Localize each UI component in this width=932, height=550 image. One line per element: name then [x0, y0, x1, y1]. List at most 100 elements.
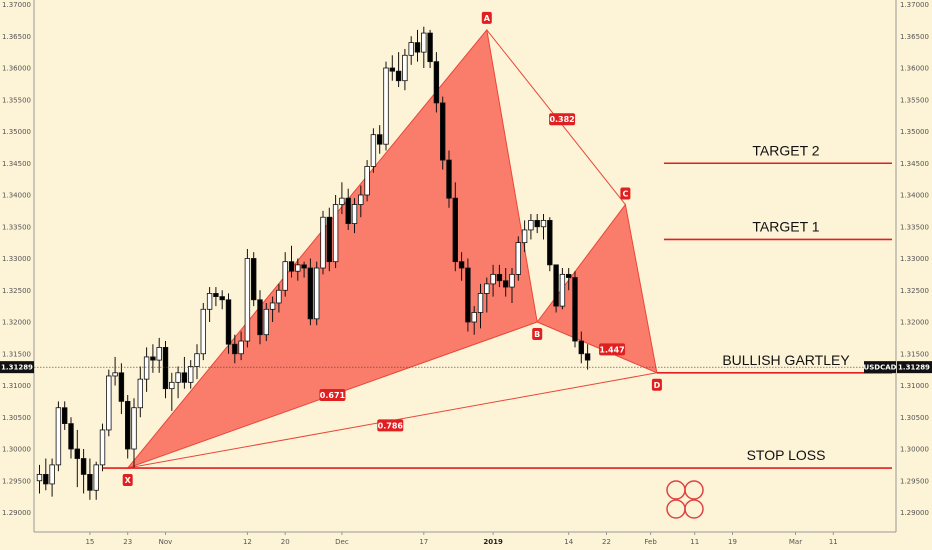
- x-tick-label: 15: [85, 538, 94, 546]
- candle-up: [559, 273, 566, 307]
- candle-down: [502, 280, 509, 288]
- ratio-label-bd: 1.447: [599, 345, 624, 354]
- candle-down: [566, 273, 572, 278]
- candle-up: [169, 381, 175, 390]
- candle-down: [458, 261, 465, 269]
- ratio-label-xb-bg: [319, 389, 346, 402]
- candle-up: [55, 407, 62, 466]
- y-tick-label-right: 1.37000: [900, 1, 929, 9]
- ratio-label-xd: 0.786: [378, 421, 404, 430]
- x-tick-label: 23: [123, 538, 132, 546]
- candle-down: [465, 267, 471, 323]
- y-tick-label-right: 1.36000: [900, 65, 929, 73]
- candle-down: [345, 197, 351, 224]
- candle-down: [118, 372, 125, 402]
- y-tick-label-right: 1.35500: [900, 96, 929, 104]
- point-label-a: A: [484, 14, 491, 23]
- ratio-label-xb: 0.671: [320, 391, 346, 400]
- candle-up: [112, 372, 118, 377]
- candle-down: [250, 258, 257, 301]
- y-tick-label-right: 1.34500: [900, 160, 929, 168]
- candle-up: [206, 293, 213, 310]
- y-tick-label-left: 1.33000: [2, 255, 31, 263]
- candle-down: [389, 67, 395, 72]
- candle-up: [339, 197, 345, 205]
- candle-down: [572, 277, 578, 342]
- y-tick-label-left: 1.32000: [2, 319, 31, 327]
- x-tick-label: 14: [564, 538, 573, 546]
- candle-up: [332, 204, 339, 263]
- x-tick-label: 19: [728, 538, 737, 546]
- ratio-label-bd-bg: [599, 343, 626, 356]
- x-tick-label: 22: [602, 538, 611, 546]
- ratio-label-ac: 0.382: [549, 115, 574, 124]
- candle-up: [383, 67, 389, 145]
- candle-up: [106, 375, 112, 431]
- candle-up: [36, 473, 43, 482]
- candle-up: [402, 54, 408, 82]
- candle-up: [143, 356, 150, 380]
- candle-down: [553, 264, 559, 307]
- point-label-x: X: [125, 476, 132, 485]
- y-tick-label-left: 1.34000: [2, 192, 31, 200]
- candle-down: [225, 299, 232, 345]
- watermark-logo: [666, 480, 704, 519]
- y-tick-label-left: 1.31500: [2, 350, 31, 358]
- candle-down: [80, 458, 87, 475]
- candle-down: [232, 343, 238, 355]
- current-price-value-right: 1.31289: [898, 364, 930, 372]
- current-price-tag-right: [897, 361, 932, 374]
- candle-down: [213, 293, 219, 297]
- level-label: BULLISH GARTLEY: [722, 352, 850, 368]
- y-tick-label-right: 1.30500: [900, 414, 929, 422]
- candle-up: [521, 229, 528, 244]
- candle-down: [547, 219, 553, 266]
- symbol-label: USDCAD: [864, 364, 897, 372]
- candle-up: [269, 302, 276, 310]
- y-tick-label-left: 1.29000: [2, 509, 31, 517]
- y-tick-label-right: 1.31500: [900, 350, 929, 358]
- y-tick-label-right: 1.31000: [900, 382, 929, 390]
- y-tick-label-left: 1.30500: [2, 414, 31, 422]
- ratio-label-ac-bg: [549, 113, 576, 126]
- x-tick-label: Mar: [789, 538, 802, 546]
- candle-down: [326, 216, 332, 263]
- y-tick-label-left: 1.36000: [2, 65, 31, 73]
- y-tick-label-left: 1.36500: [2, 33, 31, 41]
- pattern-labels: X A B C D 0.671 0.382 1.447 0.786: [122, 11, 662, 487]
- y-tick-label-left: 1.34500: [2, 160, 31, 168]
- candle-down: [496, 273, 503, 282]
- candle-up: [408, 42, 414, 56]
- candle-down: [376, 134, 383, 145]
- candle-up: [99, 429, 106, 466]
- y-tick-label-right: 1.29000: [900, 509, 929, 517]
- x-tick-label: 11: [829, 538, 838, 546]
- x-tick-label: 12: [243, 538, 252, 546]
- candle-up: [93, 464, 99, 491]
- point-label-b-bg: [532, 328, 543, 340]
- candle-up: [276, 289, 282, 304]
- level-label: TARGET 1: [752, 218, 819, 234]
- candle-up: [194, 353, 200, 367]
- ratio-label-xd-bg: [377, 419, 404, 432]
- symbol-tag: [864, 361, 896, 374]
- candle-down: [584, 353, 591, 361]
- y-tick-label-right: 1.32000: [900, 319, 929, 327]
- candle-up: [528, 219, 534, 231]
- y-tick-label-right: 1.33000: [900, 255, 929, 263]
- candle-down: [578, 340, 584, 355]
- x-tick-label: 2019: [483, 538, 503, 546]
- x-tick-label: 17: [419, 538, 428, 546]
- candle-up: [477, 293, 484, 313]
- candle-down: [433, 61, 440, 104]
- candle-up: [540, 219, 547, 228]
- point-label-b: B: [534, 330, 540, 339]
- candle-down: [74, 448, 80, 459]
- candle-up: [175, 372, 181, 383]
- candle-up: [351, 204, 358, 224]
- pattern-bcd-triangle: [536, 203, 658, 374]
- y-tick-label-left: 1.37000: [2, 1, 31, 9]
- candle-down: [62, 407, 68, 425]
- candle-down: [162, 346, 169, 390]
